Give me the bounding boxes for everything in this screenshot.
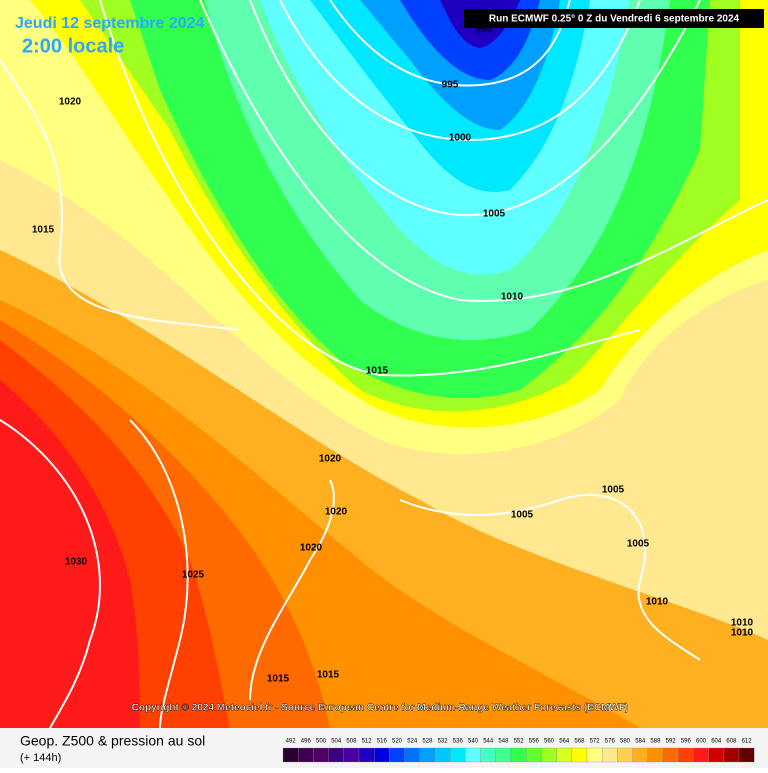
legend-swatch [678,747,694,763]
legend-swatch [602,747,618,763]
isobar-label: 1015 [366,366,389,377]
isobar-label: 1020 [300,543,323,554]
isobar-label: 1020 [319,454,342,465]
legend-swatch [586,747,603,763]
legend-swatch [510,747,527,763]
legend-label: 508 [346,739,357,745]
isobar-label: 1005 [511,510,534,521]
legend-label: 504 [331,739,342,745]
legend-label: 516 [377,739,388,745]
run-info: Run ECMWF 0.25° 0 Z du Vendredi 6 septem… [489,14,740,25]
isobar-label: 1010 [731,618,754,629]
legend-swatch [708,747,724,763]
legend-label: 580 [620,739,631,745]
footer-title: Geop. Z500 & pression au sol [20,733,205,749]
legend-swatch [556,747,572,763]
legend-label: 568 [574,739,585,745]
legend-label: 496 [301,739,312,745]
isobar-label: 990 [476,25,493,36]
isobar-label: 1000 [449,133,472,144]
isobar-label: 1010 [646,597,669,608]
legend-label: 520 [392,739,403,745]
legend-swatch [480,747,496,763]
legend-label: 544 [483,739,494,745]
legend-label: 576 [605,739,616,745]
legend-label: 548 [498,739,509,745]
legend-swatch [434,747,451,763]
legend-label: 536 [453,739,464,745]
legend-label: 584 [635,739,646,745]
legend-label: 492 [286,739,297,745]
isobar-label: 1005 [627,539,650,550]
pressure-field [0,0,768,728]
isobar-label: 1005 [483,209,506,220]
legend-swatch [693,747,709,763]
legend-swatch [571,747,588,763]
legend-label: 560 [544,739,555,745]
legend-label: 528 [422,739,433,745]
forecast-date: Jeudi 12 septembre 2024 [15,15,205,32]
legend-label: 564 [559,739,570,745]
isobar-label: 1015 [317,670,340,681]
legend-label: 612 [742,739,753,745]
legend-swatch [662,747,679,763]
legend-swatch [647,747,664,763]
isobar-label: 1005 [602,485,625,496]
legend-label: 604 [711,739,722,745]
legend-swatch [465,747,481,763]
legend-label: 588 [650,739,661,745]
legend-swatch [343,747,360,763]
legend-label: 572 [590,739,601,745]
legend-swatch [298,747,314,763]
isobar-label: 1010 [731,628,754,639]
legend-swatch [358,747,375,763]
isobar-label: 1030 [65,557,88,568]
copyright: Copyright © 2024 Meteociel.fr - Source E… [132,703,629,714]
run-box [464,9,764,28]
legend-label: 608 [726,739,737,745]
legend-label: 552 [514,739,525,745]
legend-swatch [389,747,405,763]
legend-label: 592 [666,739,677,745]
legend-swatch [541,747,557,763]
legend-label: 524 [407,739,418,745]
legend-swatch [450,747,466,763]
isobars [0,0,768,729]
isobar-label: 1020 [59,97,82,108]
isobar-label: 1015 [267,674,290,685]
legend-swatch [738,747,755,763]
legend-swatch [404,747,420,763]
isobar-label: 1025 [182,570,205,581]
isobar-label: 1010 [501,292,524,303]
isobar-label: 1015 [32,225,55,236]
legend-label: 556 [529,739,540,745]
legend-swatch [526,747,542,763]
legend-swatch [723,747,740,763]
footer-lead: (+ 144h) [20,752,61,764]
legend-swatch [419,747,436,763]
legend-swatch [632,747,648,763]
isobar-label: 995 [442,80,459,91]
legend-label: 540 [468,739,479,745]
legend-label: 500 [316,739,327,745]
legend-swatch [495,747,512,763]
legend-swatch [617,747,633,763]
legend-label: 532 [438,739,449,745]
legend-swatch [282,747,299,763]
legend-swatch [313,747,329,763]
legend-label: 600 [696,739,707,745]
forecast-time: 2:00 locale [22,35,124,57]
legend-label: 596 [681,739,692,745]
legend-swatch [328,747,344,763]
legend-label: 512 [362,739,373,745]
legend-swatch [374,747,390,763]
isobar-label: 1020 [325,507,348,518]
